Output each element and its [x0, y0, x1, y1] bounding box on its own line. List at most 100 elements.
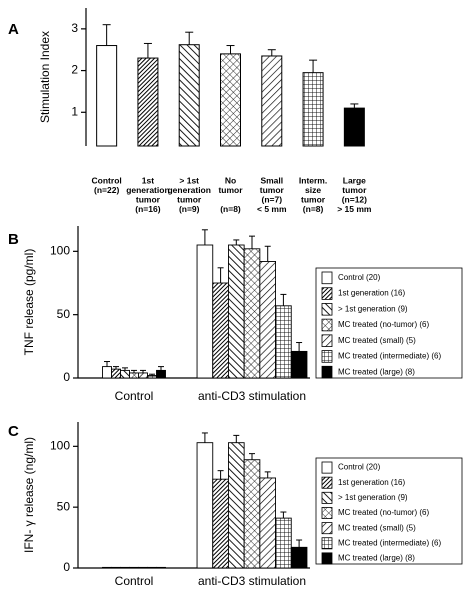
- bar: [138, 372, 148, 379]
- legend-label: MC treated (no-tumor) (6): [338, 320, 429, 329]
- legend-label: MC treated (small) (5): [338, 523, 416, 532]
- x-tick-label: anti-CD3 stimulation: [198, 389, 306, 403]
- bar: [275, 517, 292, 569]
- x-tick-label: generation: [126, 185, 169, 195]
- bar: [96, 45, 118, 147]
- y-axis-label: TNF release (pg/ml): [22, 249, 36, 356]
- y-tick-label: 100: [50, 244, 70, 258]
- bar: [138, 566, 148, 569]
- x-tick-label: Large: [343, 175, 366, 185]
- legend-label: MC treated (no-tumor) (6): [338, 508, 429, 517]
- legend-swatch: [321, 537, 333, 550]
- bar: [120, 369, 130, 379]
- bar: [120, 566, 130, 569]
- bar: [259, 261, 277, 379]
- legend-box: [315, 457, 463, 565]
- y-tick-label: 3: [71, 21, 78, 35]
- legend-swatch: [321, 318, 333, 332]
- x-tick-label: (n=22): [94, 185, 119, 195]
- x-tick-label: anti-CD3 stimulation: [198, 574, 306, 588]
- y-axis-label: IFN- γ release (ng/ml): [22, 437, 36, 553]
- legend-label: MC treated (intermediate) (6): [338, 352, 441, 361]
- legend-label: MC treated (intermediate) (6): [338, 538, 441, 547]
- bar: [227, 442, 245, 569]
- panel-label: B: [8, 231, 19, 248]
- legend-swatch: [321, 365, 333, 379]
- y-tick-label: 0: [63, 560, 70, 574]
- x-tick-label: tumor: [301, 194, 326, 204]
- legend-label: MC treated (large) (8): [338, 367, 415, 376]
- bar: [259, 477, 277, 569]
- y-tick-label: 0: [63, 370, 70, 384]
- x-tick-label: tumor: [218, 185, 243, 195]
- y-tick-label: 100: [50, 439, 70, 453]
- legend-swatch: [321, 287, 333, 300]
- bar: [243, 459, 261, 569]
- bar: [137, 57, 159, 147]
- panel-label: C: [8, 423, 19, 440]
- x-tick-label: Small: [260, 175, 283, 185]
- x-tick-label: Control: [92, 175, 122, 185]
- bar: [147, 375, 157, 379]
- bar: [156, 369, 166, 379]
- bar: [111, 368, 121, 379]
- legend-swatch: [321, 552, 333, 565]
- bar: [302, 72, 324, 147]
- bar: [102, 366, 112, 379]
- legend-label: Control (20): [338, 463, 381, 472]
- bar: [275, 305, 292, 379]
- legend-swatch: [321, 303, 333, 316]
- bar: [220, 53, 241, 147]
- x-tick-label: Interm.: [299, 175, 327, 185]
- bar: [129, 566, 139, 569]
- bar: [196, 442, 214, 569]
- x-tick-label: Control: [115, 574, 154, 588]
- bar: [261, 55, 283, 147]
- legend-label: 1st generation (16): [338, 478, 405, 487]
- legend-label: 1st generation (16): [338, 289, 405, 298]
- x-tick-label: (n=8): [303, 204, 324, 214]
- x-tick-label: tumor: [342, 185, 367, 195]
- bar: [290, 546, 308, 569]
- x-tick-label: size: [305, 185, 321, 195]
- legend-swatch: [321, 271, 333, 285]
- legend-box: [315, 267, 463, 379]
- bar: [147, 566, 157, 569]
- bar: [212, 478, 229, 569]
- legend-label: > 1st generation (9): [338, 304, 408, 313]
- x-tick-label: (n=8): [220, 204, 241, 214]
- panel-label: A: [8, 21, 19, 38]
- legend-label: > 1st generation (9): [338, 493, 408, 502]
- bar: [178, 44, 200, 147]
- y-tick-label: 1: [71, 104, 78, 118]
- bar: [212, 282, 229, 379]
- y-tick-label: 50: [57, 499, 71, 513]
- bar: [111, 566, 121, 569]
- x-tick-label: (n=7): [262, 194, 283, 204]
- legend-label: MC treated (large) (8): [338, 554, 415, 563]
- x-tick-label: generation: [167, 185, 210, 195]
- x-tick-label: (n=9): [179, 204, 200, 214]
- y-tick-label: 2: [71, 63, 78, 77]
- x-tick-label: (n=16): [135, 204, 160, 214]
- bar: [129, 372, 139, 379]
- legend-swatch: [321, 507, 333, 519]
- bar: [196, 244, 214, 379]
- bar: [290, 350, 308, 379]
- legend-swatch: [321, 491, 333, 504]
- x-tick-label: tumor: [136, 194, 161, 204]
- legend-swatch: [321, 350, 333, 363]
- bar: [227, 244, 245, 379]
- legend-swatch: [321, 522, 333, 535]
- legend-label: Control (20): [338, 273, 381, 282]
- bar: [343, 107, 365, 147]
- x-tick-label: (n=12): [342, 194, 367, 204]
- legend-swatch: [321, 334, 333, 347]
- y-tick-label: 50: [57, 307, 71, 321]
- x-tick-label: < 5 mm: [257, 204, 287, 214]
- bar: [156, 566, 166, 569]
- y-axis-label: Stimulation Index: [38, 31, 52, 123]
- legend-swatch: [321, 476, 333, 489]
- x-tick-label: tumor: [260, 185, 285, 195]
